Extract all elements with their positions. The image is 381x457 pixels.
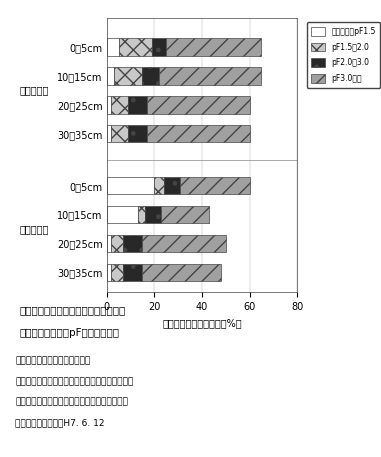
Text: 転換初年目: 転換初年目 <box>19 85 49 96</box>
Bar <box>142 264 221 281</box>
Text: 図２　畑転換初年目と２年目の圃場に: 図２ 畑転換初年目と２年目の圃場に <box>19 305 125 315</box>
Bar <box>138 206 145 223</box>
Text: －大豆－大麦: －大豆－大麦 <box>15 398 128 406</box>
Bar <box>145 206 162 223</box>
Bar <box>159 67 261 85</box>
Text: 注）　転換初年目は水稲－大麦: 注） 転換初年目は水稲－大麦 <box>15 356 91 365</box>
Bar <box>112 96 128 113</box>
Bar <box>142 235 226 252</box>
Text: 転換２年目は水稲－イタリアンライグラス: 転換２年目は水稲－イタリアンライグラス <box>15 377 133 386</box>
X-axis label: 単位体積当たりの水分（%）: 単位体積当たりの水分（%） <box>162 318 242 328</box>
Bar <box>118 38 152 56</box>
Bar <box>112 235 123 252</box>
Bar <box>181 177 250 194</box>
Bar <box>154 177 164 194</box>
Bar <box>107 206 138 223</box>
Bar <box>147 96 250 113</box>
Bar <box>123 235 142 252</box>
Bar <box>128 125 147 143</box>
Bar <box>147 125 250 143</box>
Text: 転換２年目: 転換２年目 <box>19 224 49 234</box>
Legend: 毛管飽和－pF1.5, pF1.5－2.0, pF2.0－3.0, pF3.0以上: 毛管飽和－pF1.5, pF1.5－2.0, pF2.0－3.0, pF3.0以… <box>307 22 380 88</box>
Bar <box>107 125 112 143</box>
Bar <box>142 67 159 85</box>
Bar <box>107 67 114 85</box>
Bar <box>128 96 147 113</box>
Bar <box>112 264 123 281</box>
Bar <box>112 125 128 143</box>
Bar <box>152 38 166 56</box>
Bar <box>123 264 142 281</box>
Bar <box>107 38 118 56</box>
Text: 試料の採取はH7. 6. 12: 試料の採取はH7. 6. 12 <box>15 418 105 427</box>
Bar <box>164 177 181 194</box>
Bar <box>114 67 142 85</box>
Bar <box>107 177 154 194</box>
Bar <box>166 38 261 56</box>
Bar <box>162 206 209 223</box>
Bar <box>107 264 112 281</box>
Bar <box>107 96 112 113</box>
Text: おける土壌のpF範囲別水分量: おける土壌のpF範囲別水分量 <box>19 328 119 338</box>
Bar <box>107 235 112 252</box>
